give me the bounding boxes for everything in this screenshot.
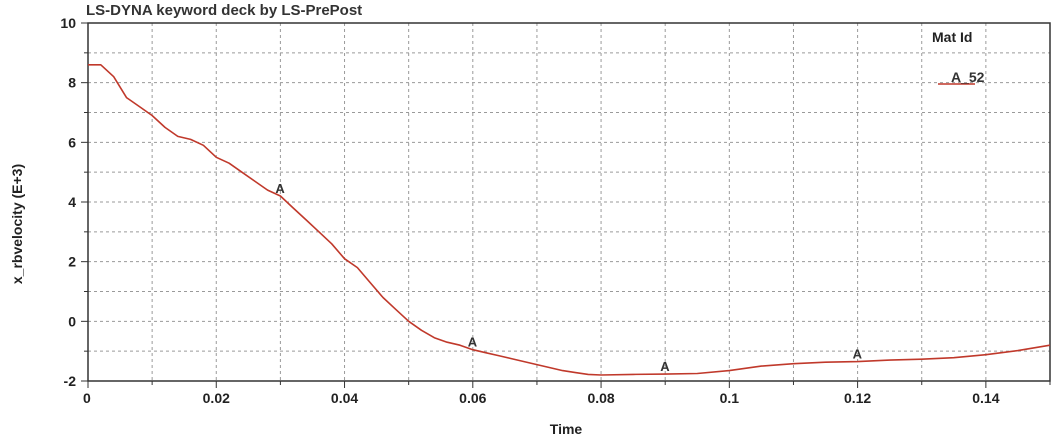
y-tick-label: 8 bbox=[68, 75, 76, 91]
x-tick-label: 0.04 bbox=[331, 390, 358, 406]
y-axis-label: x_rbvelocity (E+3) bbox=[9, 164, 25, 284]
y-tick-label: 4 bbox=[68, 194, 76, 210]
y-tick-label: 2 bbox=[68, 254, 76, 270]
grid bbox=[88, 23, 1050, 381]
y-tick-label: -2 bbox=[64, 373, 77, 389]
x-tick-label: 0.12 bbox=[844, 390, 871, 406]
series-marker-label: A bbox=[468, 335, 478, 350]
series-marker-label: A bbox=[660, 359, 670, 374]
legend-title: Mat Id bbox=[932, 29, 972, 45]
y-tick-label: 10 bbox=[60, 15, 76, 31]
x-tick-label: 0.1 bbox=[720, 390, 740, 406]
x-tick-label: 0.06 bbox=[459, 390, 486, 406]
x-tick-label: 0.08 bbox=[587, 390, 614, 406]
series-markers: A A A A bbox=[275, 181, 862, 374]
y-tick-label: 0 bbox=[68, 313, 76, 329]
series-line bbox=[88, 64, 1051, 376]
legend: Mat Id A_52 bbox=[932, 29, 985, 85]
chart-title: LS-DYNA keyword deck by LS-PrePost bbox=[86, 2, 362, 19]
x-tick-label: 0.02 bbox=[203, 390, 230, 406]
series-marker-label: A bbox=[853, 347, 863, 362]
x-tick-label: 0 bbox=[83, 390, 91, 406]
x-axis-label: Time bbox=[550, 421, 583, 437]
x-axis: 0 0.02 0.04 0.06 0.08 0.1 0.12 0.14 bbox=[83, 381, 1051, 406]
y-axis: -2 0 2 4 6 8 10 bbox=[60, 15, 88, 389]
series-marker-label: A bbox=[275, 181, 285, 196]
legend-entry-label: A_52 bbox=[951, 69, 985, 85]
x-tick-label: 0.14 bbox=[972, 390, 999, 406]
series-layer bbox=[88, 64, 1051, 376]
y-tick-label: 6 bbox=[68, 134, 76, 150]
